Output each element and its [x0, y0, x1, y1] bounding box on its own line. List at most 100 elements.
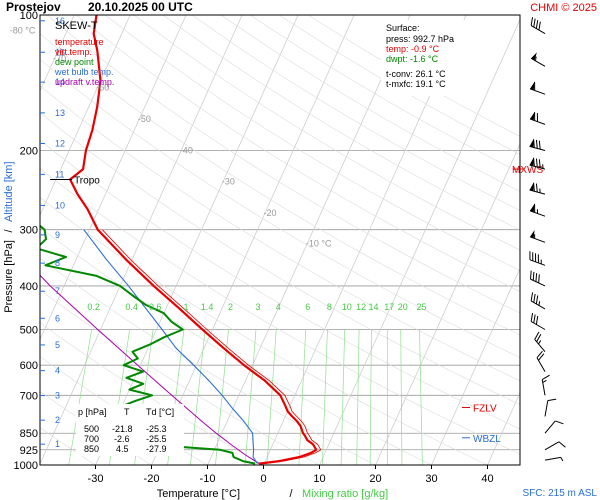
wind-barb-flag — [530, 312, 534, 322]
mixing-ratio-line — [322, 329, 328, 465]
surface-info-box: Surface: press: 992.7 hPa temp: -0.9 °C … — [381, 20, 473, 96]
altitude-tick-label: 3 — [55, 391, 60, 401]
wind-barb-flag — [535, 158, 538, 168]
wbzl-label: WBZL — [473, 434, 501, 445]
levels-row-td: -25.5 — [146, 434, 167, 444]
mixing-ratio-label: 0.4 — [125, 302, 138, 312]
pressure-tick-label: 200 — [20, 145, 38, 157]
legend-temperature: temperature — [55, 37, 104, 47]
altitude-tick-label: 8 — [55, 258, 60, 268]
levels-header-t: T — [124, 407, 130, 417]
wind-barb — [530, 17, 546, 35]
dry-adiabat-line — [133, 15, 520, 251]
wind-barb-flag — [538, 353, 545, 361]
altitude-tick-label: 16 — [55, 16, 65, 26]
mixing-ratio-line — [68, 329, 93, 465]
mixing-ratio-label: 1 — [183, 302, 188, 312]
wind-barb — [529, 203, 546, 217]
wind-barb — [529, 229, 546, 243]
isotherm-label: -20 — [264, 208, 277, 218]
altitude-tick-label: 12 — [55, 139, 65, 149]
wind-barb-flag — [535, 273, 538, 282]
x-tick-label: 30 — [425, 473, 437, 485]
wind-barb — [544, 398, 557, 417]
wind-barb-half — [542, 164, 544, 169]
wind-barb-staff — [544, 441, 560, 451]
levels-header-p: p [hPa] — [78, 407, 107, 417]
wind-barb-half — [538, 301, 541, 306]
pressure-tick-label: 100 — [20, 10, 38, 22]
tropopause-label: Tropo — [74, 175, 100, 186]
wind-barb-flag — [558, 441, 566, 448]
wind-barb-flag — [533, 18, 536, 28]
wind-barb-half — [538, 340, 542, 345]
dry-adiabat-line — [75, 15, 520, 292]
wind-barb-flag — [535, 295, 539, 304]
wind-barb-pennant — [529, 139, 534, 148]
wind-barb-flag — [534, 112, 536, 121]
x-axis-label-separator: / — [289, 488, 293, 500]
legend-updraft: updraft v.temp. — [55, 77, 114, 87]
mixing-ratio-label: 2 — [228, 302, 233, 312]
wet-bulb-line — [83, 229, 258, 464]
legend-wet-bulb: wet bulb temp. — [54, 67, 114, 77]
dry-adiabat-line — [40, 227, 432, 465]
isotherm-line — [375, 143, 520, 465]
wind-barb-flag — [534, 81, 536, 91]
surface-press: press: 992.7 hPa — [386, 34, 454, 44]
wind-barb-flag — [538, 140, 541, 150]
dry-adiabat-line — [40, 322, 264, 465]
x-tick-label: 10 — [313, 473, 325, 485]
wind-barb-flag — [533, 139, 535, 148]
mixing-ratio-label: 20 — [398, 302, 408, 312]
levels-row-t: 4.5 — [116, 444, 129, 454]
wind-barb-half — [539, 188, 541, 193]
pressure-tick-label: 1000 — [14, 460, 38, 472]
wind-barb-flag — [538, 274, 540, 283]
isotherm-line — [40, 15, 187, 341]
x-tick-label: 0 — [260, 473, 266, 485]
wind-barb-flag — [533, 293, 536, 303]
wind-barb-flag — [536, 113, 538, 122]
y-axis-label-separator: / — [3, 229, 15, 233]
mixing-ratio-line — [400, 329, 403, 465]
wind-barb — [529, 251, 546, 266]
wind-barb-flag — [533, 157, 535, 167]
mixing-ratio-label: 3 — [255, 302, 260, 312]
wind-barb-flag — [538, 21, 541, 31]
altitude-tick-label: 7 — [55, 286, 60, 296]
y-axis-label-altitude: Altitude [km] — [3, 161, 15, 222]
wind-barb-flag — [534, 203, 536, 213]
virtual-temp-line — [102, 229, 322, 464]
wind-barb — [534, 331, 546, 353]
legend: SKEW-T temperature virt.temp. dew point … — [54, 20, 114, 87]
wind-barb-half — [534, 234, 536, 239]
mixing-ratio-label: 0.2 — [87, 302, 100, 312]
wind-barb-flag — [530, 17, 534, 26]
pressure-tick-label: 400 — [20, 281, 38, 293]
mixing-ratio-line — [298, 329, 307, 465]
wind-barb-pennant — [529, 203, 535, 213]
surface-temp: temp: -0.9 °C — [386, 44, 440, 54]
dry-adiabat-line — [40, 112, 520, 405]
isotherm-line — [319, 18, 520, 465]
mixing-ratio-label: 6 — [305, 302, 310, 312]
mixing-ratio-label: 14 — [368, 302, 378, 312]
dry-adiabat-line — [40, 427, 96, 465]
wind-barb — [529, 81, 546, 95]
wind-barb-flag — [533, 182, 535, 192]
mixing-ratio-label: 12 — [356, 302, 366, 312]
altitude-tick-label: 1 — [55, 439, 60, 449]
mxws-label: MXWS — [512, 165, 543, 176]
wind-barb-flag — [555, 420, 564, 425]
wind-barb-flag — [529, 251, 531, 260]
levels-row-td: -27.9 — [146, 444, 167, 454]
mixing-ratio-label: 10 — [342, 302, 352, 312]
surface-tconv: t-conv: 26.1 °C — [386, 69, 446, 79]
isotherm-label: -50 — [138, 114, 151, 124]
wind-barb-pennant — [529, 112, 535, 121]
wind-barb-pennant — [529, 81, 535, 91]
mixing-ratio-line — [190, 329, 206, 465]
levels-row-td: -25.3 — [146, 424, 167, 434]
